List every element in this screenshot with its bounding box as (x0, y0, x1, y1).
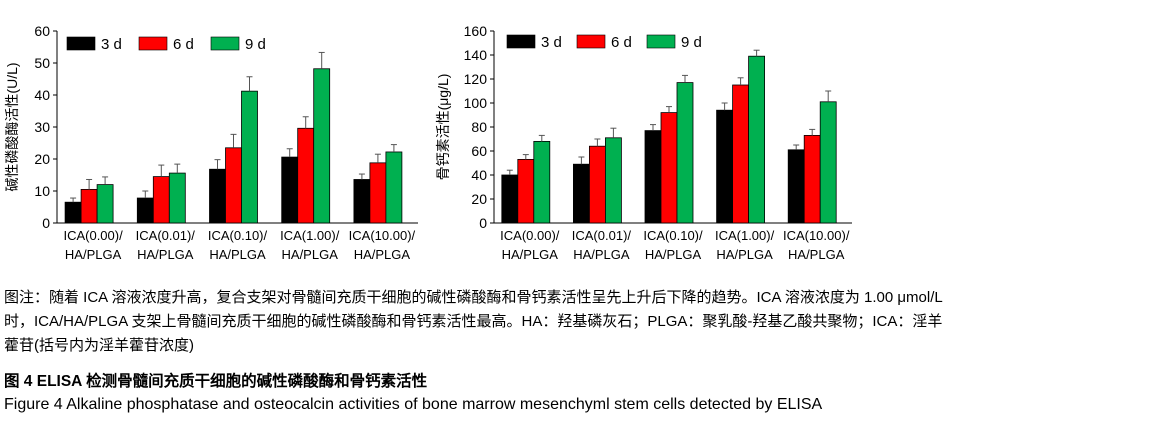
legend-label: 3 d (541, 34, 562, 51)
x-tick-label: HA/PLGA (354, 247, 411, 262)
x-tick-label: ICA(10.00)/ (783, 228, 850, 243)
y-tick-label: 0 (42, 215, 50, 231)
figure-note-line: 藿苷(括号内为淫羊藿苷浓度) (4, 337, 194, 354)
legend-swatch (66, 36, 96, 51)
y-tick-label: 20 (471, 191, 487, 207)
alkaline-phosphatase-chart: 碱性磷酸酶活性(U/L) 0 10 20 30 40 50 60 ICA(0.00)/ HA/PL… (4, 23, 418, 262)
x-tick-label: ICA(1.00)/ (280, 228, 340, 243)
x-tick-label: ICA(10.00)/ (349, 228, 416, 243)
x-tick-label: ICA(1.00)/ (715, 228, 775, 243)
bar (241, 90, 258, 224)
y-axis-label: 骨钙素活性(μg/L) (435, 74, 451, 181)
x-tick-label: HA/PLGA (788, 247, 845, 262)
bar (136, 197, 154, 224)
x-tick-label: HA/PLGA (209, 247, 266, 262)
y-tick-label: 100 (464, 95, 488, 111)
x-tick-label: ICA(0.10)/ (643, 228, 703, 243)
y-tick-label: 120 (464, 71, 488, 87)
bar (819, 101, 837, 224)
bar (732, 84, 750, 224)
bar (660, 112, 678, 224)
bar (644, 130, 662, 224)
x-tick-label: ICA(0.01)/ (572, 228, 632, 243)
y-tick-label: 60 (34, 23, 50, 39)
x-tick-label: HA/PLGA (716, 247, 773, 262)
y-tick-label: 0 (479, 215, 487, 231)
legend-swatch (646, 34, 676, 49)
bar (369, 162, 387, 224)
y-tick-label: 140 (464, 47, 488, 63)
bar (517, 158, 535, 224)
bar (716, 109, 734, 224)
legend-swatch (576, 34, 606, 49)
y-tick-label: 60 (471, 143, 487, 159)
x-tick-label: HA/PLGA (502, 247, 559, 262)
y-tick-label: 40 (34, 87, 50, 103)
legend-swatch (138, 36, 168, 51)
bar (96, 184, 114, 224)
legend-label: 9 d (245, 36, 266, 53)
figure-note-line: 图注：随着 ICA 溶液浓度升高，复合支架对骨髓间充质干细胞的碱性磷酸酶和骨钙素… (4, 289, 943, 306)
bar (353, 179, 371, 224)
x-tick-label: HA/PLGA (65, 247, 122, 262)
bar (385, 151, 403, 224)
x-tick-label: HA/PLGA (282, 247, 339, 262)
legend-swatch (210, 36, 240, 51)
bar (168, 172, 186, 224)
figure-note: 图注：随着 ICA 溶液浓度升高，复合支架对骨髓间充质干细胞的碱性磷酸酶和骨钙素… (4, 286, 1150, 358)
bar (152, 176, 170, 224)
y-tick-label: 40 (471, 167, 487, 183)
y-tick-label: 50 (34, 55, 50, 71)
figure-title-en: Figure 4 Alkaline phosphatase and osteoc… (4, 396, 823, 413)
x-tick-label: HA/PLGA (137, 247, 194, 262)
figure-title-cn: 图 4 ELISA 检测骨髓间充质干细胞的碱性磷酸酶和骨钙素活性 (4, 373, 428, 390)
bar (787, 149, 805, 224)
y-tick-label: 20 (34, 151, 50, 167)
bar (281, 156, 299, 224)
y-axis-label: 碱性磷酸酶活性(U/L) (4, 62, 20, 191)
y-tick-label: 10 (34, 183, 50, 199)
y-tick-label: 30 (34, 119, 50, 135)
bar (572, 163, 590, 224)
legend-label: 3 d (101, 36, 122, 53)
legend-label: 9 d (681, 34, 702, 51)
bar (533, 140, 551, 224)
bar (225, 147, 242, 224)
y-tick-label: 80 (471, 119, 487, 135)
legend-label: 6 d (173, 36, 194, 53)
bar (297, 127, 315, 224)
bar (803, 134, 821, 224)
x-tick-label: HA/PLGA (573, 247, 630, 262)
osteocalcin-chart: 骨钙素活性(μg/L) 0 20 40 60 80 100 120 140 160 ICA(0.00… (435, 23, 852, 262)
bar (501, 174, 519, 224)
y-tick-label: 160 (464, 23, 488, 39)
bar (604, 137, 622, 224)
bar (748, 55, 766, 224)
figure-note-line: 时，ICA/HA/PLGA 支架上骨髓间充质干细胞的碱性磷酸酶和骨钙素活性最高。… (4, 313, 943, 330)
x-tick-label: ICA(0.00)/ (63, 228, 123, 243)
x-tick-label: ICA(0.00)/ (500, 228, 560, 243)
bar (80, 188, 98, 224)
x-tick-label: ICA(0.10)/ (208, 228, 268, 243)
legend-swatch (506, 34, 536, 49)
bar (209, 168, 226, 224)
bar (64, 201, 82, 224)
x-tick-label: HA/PLGA (645, 247, 702, 262)
x-tick-label: ICA(0.01)/ (136, 228, 196, 243)
bar (676, 82, 694, 224)
legend-label: 6 d (611, 34, 632, 51)
bar (588, 145, 606, 224)
bar (313, 68, 331, 224)
